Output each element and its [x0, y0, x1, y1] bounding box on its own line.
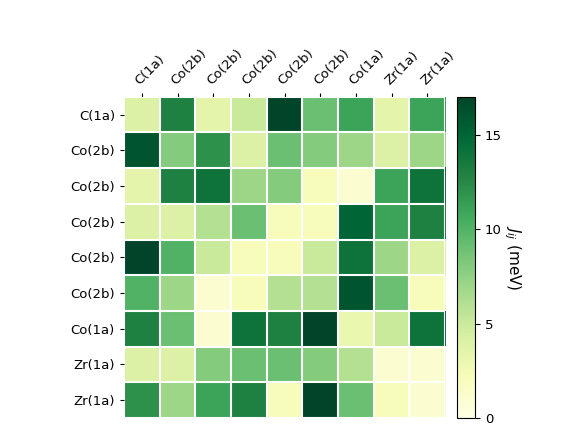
Y-axis label: $J_{ij}$ (meV): $J_{ij}$ (meV) — [502, 225, 523, 290]
